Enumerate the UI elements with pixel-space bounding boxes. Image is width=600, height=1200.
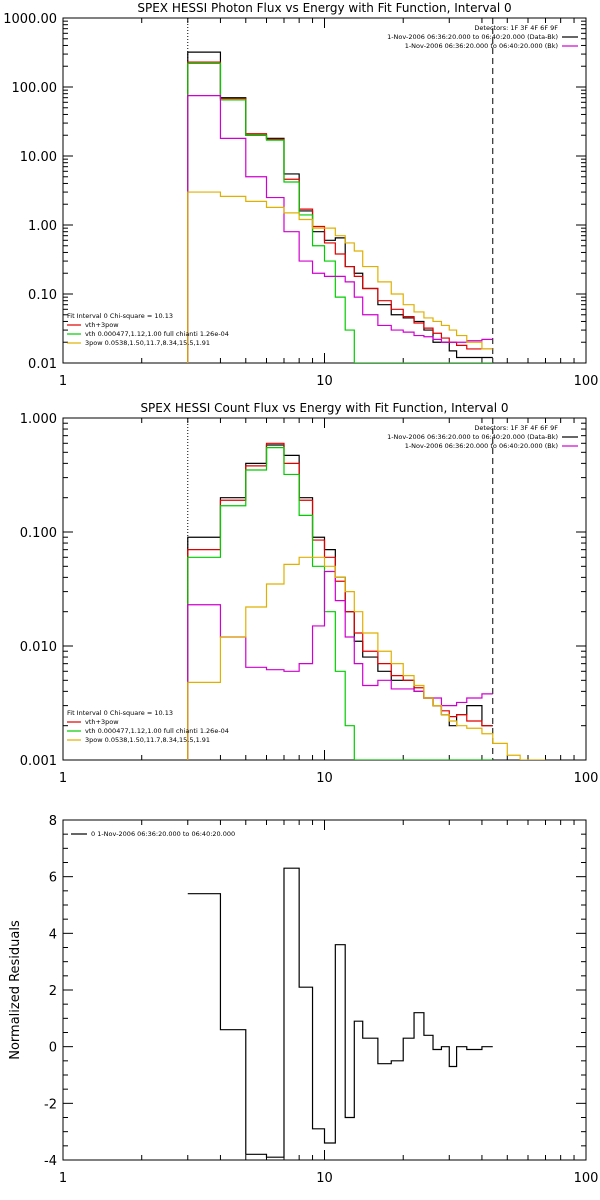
x-tick-label: 1 [59,771,67,786]
y-tick-label: 4 [49,927,57,942]
legend-bottom-entry: vth+3pow [85,718,119,726]
y-tick-label: 6 [49,871,57,886]
legend-bottom-entry: vth 0.000477,1.12,1.00 full chianti 1.26… [85,727,229,735]
y-axis: 0.01 0.10 1.00 10.00 100.00 1000.00 [3,12,586,372]
y-tick-label: 0 [49,1041,57,1056]
x-tick-label: 1 [59,1171,67,1186]
y-tick-label: -4 [44,1154,57,1169]
legend-bottom-entry: Fit Interval 0 Chi-square = 10.13 [67,312,173,320]
legend-top: Detectors: 1F 3F 4F 6F 9F1-Nov-2006 06:3… [387,424,578,450]
series-line-1 [187,867,493,1158]
legend-top-entry: 1-Nov-2006 06:36:20.000 to 06:40:20.000 … [387,433,558,441]
legend-bottom-entry: 3pow 0.0538,1.50,11.7,8.34,15.5,1.91 [85,339,210,347]
x-axis: 1 10 100 [59,418,599,786]
series-line-4 [187,570,493,760]
legend-top-entry: 1-Nov-2006 06:36:20.000 to 06:40:20.000 … [405,42,558,50]
series-line-1 [187,51,493,363]
legend-bottom: Fit Interval 0 Chi-square = 10.13vth+3po… [67,312,229,347]
y-tick-label: 1000.00 [3,12,57,27]
chart-panel-1: SPEX HESSI Photon Flux vs Energy with Fi… [3,1,598,389]
y-tick-label: 10.00 [20,150,57,165]
x-tick-label: 10 [316,374,333,389]
legend-bottom-entry: 3pow 0.0538,1.50,11.7,8.34,15.5,1.91 [85,736,210,744]
legend-top-entry: 1-Nov-2006 06:36:20.000 to 06:40:20.000 … [387,33,558,41]
y-tick-label: 1.000 [20,412,57,427]
x-tick-label: 1 [59,374,67,389]
x-axis: 1 10 100 [59,820,599,1186]
chart-panel-2: SPEX HESSI Count Flux vs Energy with Fit… [20,401,599,786]
series-line-5 [187,556,546,760]
chart-panel-3: 1 10 100 -4 -2 0 2 4 6 8 Normalized Residuals 0 1-N… [8,814,598,1186]
legend-top-entry: Detectors: 1F 3F 4F 6F 9F [474,24,558,32]
chart-title: SPEX HESSI Photon Flux vs Energy with Fi… [137,1,511,15]
y-axis-label: Normalized Residuals [8,920,23,1060]
series-line-4 [187,95,493,363]
series-line-3 [187,62,493,363]
legend-bottom-entry: Fit Interval 0 Chi-square = 10.13 [67,709,173,717]
x-tick-label: 100 [574,374,599,389]
legend-top: Detectors: 1F 3F 4F 6F 9F1-Nov-2006 06:3… [387,24,578,50]
y-tick-label: 2 [49,984,57,999]
y-tick-label: 0.100 [20,526,57,541]
y-tick-label: 0.10 [28,288,57,303]
legend-bottom-entry: vth+3pow [85,321,119,329]
legend-bottom-entry: vth 0.000477,1.12,1.00 full chianti 1.26… [85,330,229,338]
y-tick-label: -2 [44,1097,57,1112]
y-axis: -4 -2 0 2 4 6 8 [44,814,586,1169]
x-axis: 1 10 100 [59,18,599,389]
legend-top-entry: 1-Nov-2006 06:36:20.000 to 06:40:20.000 … [405,442,558,450]
y-tick-label: 1.00 [28,219,57,234]
y-tick-label: 0.001 [20,754,57,769]
series-line-3 [187,446,493,760]
y-tick-label: 0.010 [20,640,57,655]
legend-top-entry: Detectors: 1F 3F 4F 6F 9F [474,424,558,432]
y-tick-label: 0.01 [28,357,57,372]
x-tick-label: 100 [574,771,599,786]
x-tick-label: 10 [316,771,333,786]
y-axis: 0.001 0.010 0.100 1.000 [20,412,586,769]
series-line-5 [187,191,493,363]
series-line-2 [187,442,493,760]
x-tick-label: 10 [316,1171,333,1186]
legend: 0 1-Nov-2006 06:36:20.000 to 06:40:20.00… [71,830,235,838]
series-line-2 [187,61,493,363]
y-tick-label: 8 [49,814,57,829]
chart-title: SPEX HESSI Count Flux vs Energy with Fit… [140,401,508,415]
y-tick-label: 100.00 [12,81,58,96]
x-tick-label: 100 [574,1171,599,1186]
series-line-1 [187,444,493,760]
plot-frame [62,819,587,1161]
legend-entry: 0 1-Nov-2006 06:36:20.000 to 06:40:20.00… [91,830,235,838]
legend-bottom: Fit Interval 0 Chi-square = 10.13vth+3po… [67,709,229,744]
